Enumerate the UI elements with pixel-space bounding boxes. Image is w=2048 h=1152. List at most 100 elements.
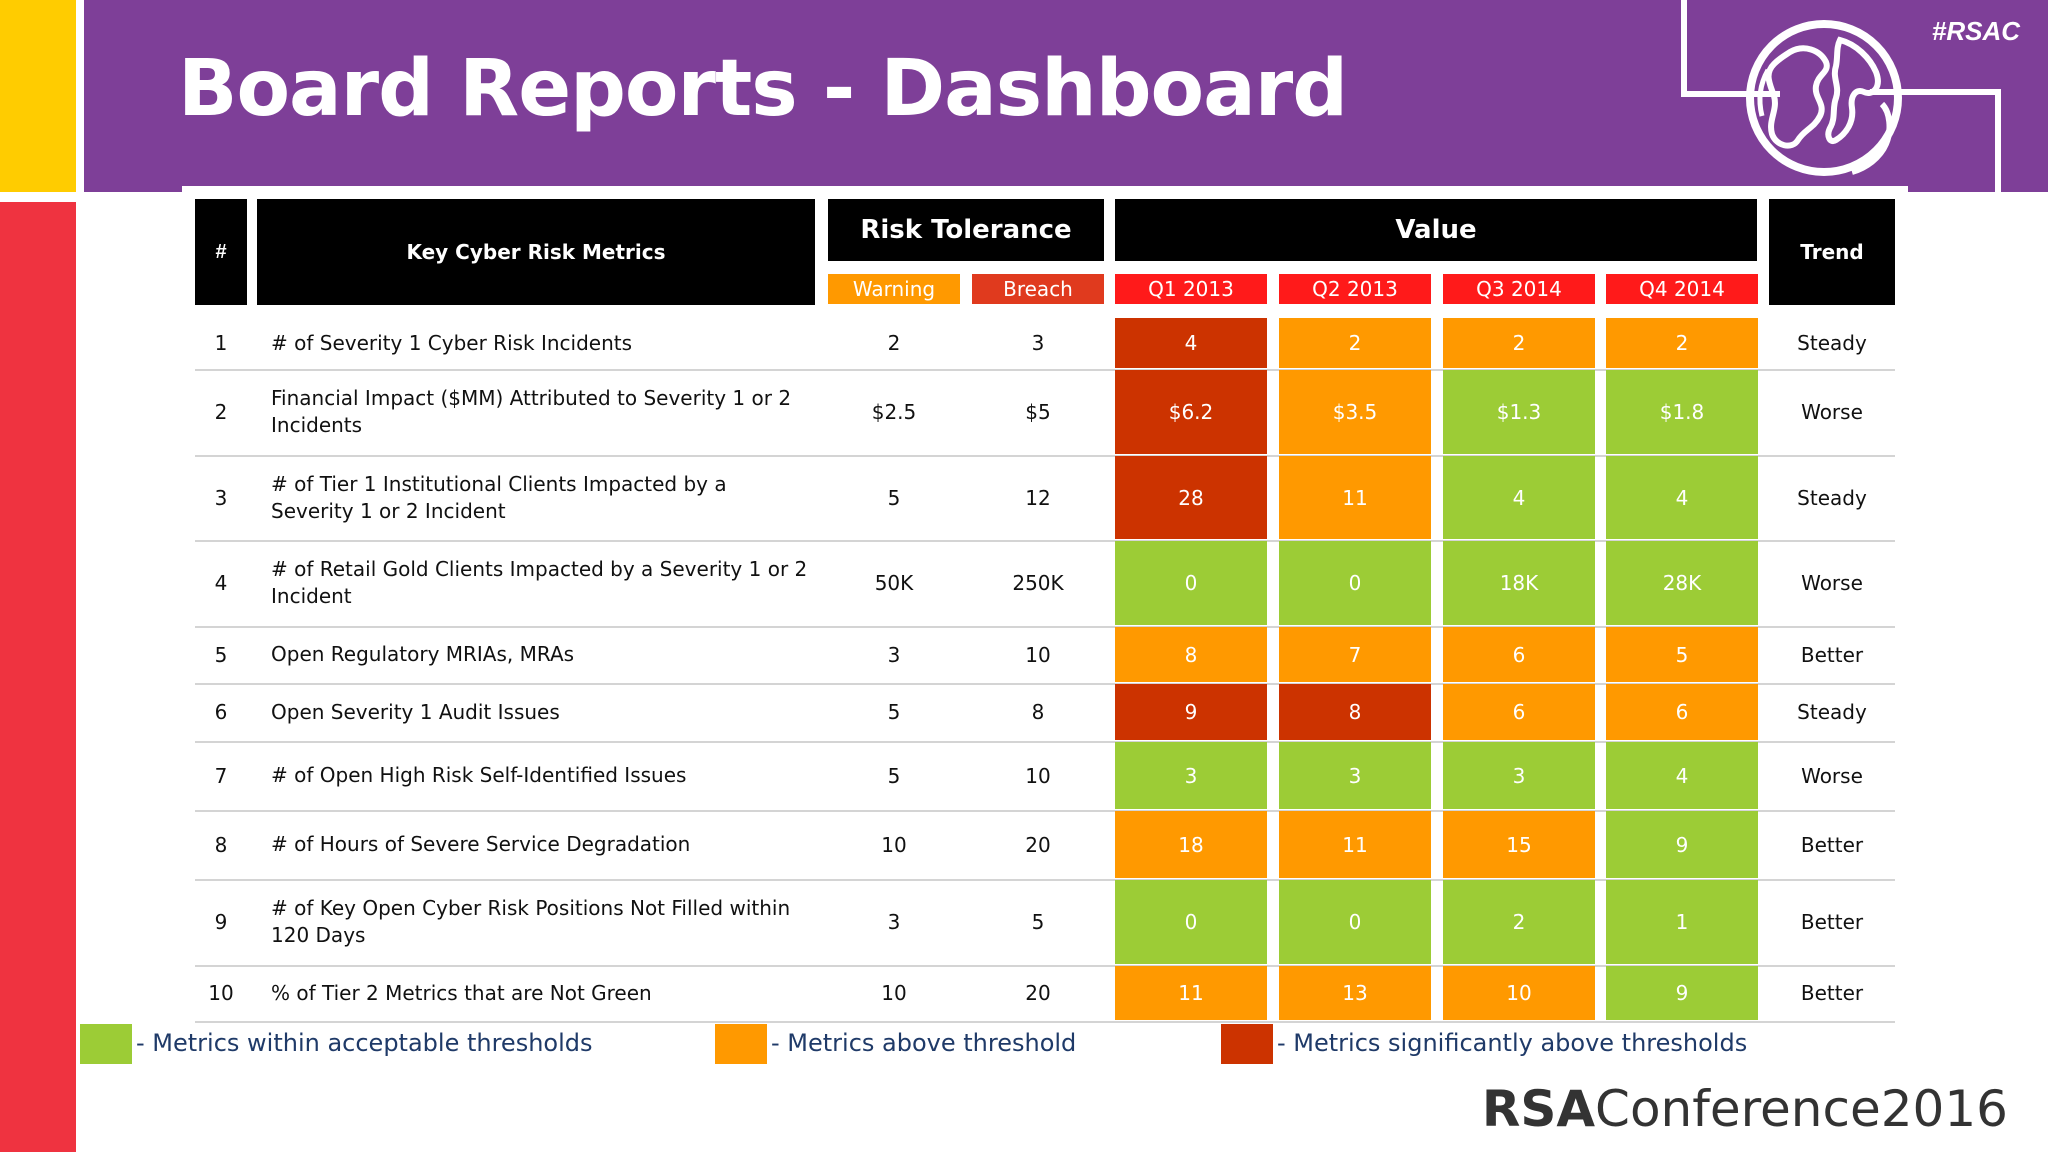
footer-logo: RSAConference2016 [1482, 1080, 2008, 1138]
trend-value: Better [1800, 832, 1864, 857]
quarter-value-cell: 6 [1443, 627, 1595, 682]
legend-label: - Metrics within acceptable thresholds [136, 1029, 593, 1057]
row-divider [195, 810, 1895, 812]
quarter-value-cell: 3 [1443, 742, 1595, 809]
globe-icon [1681, 0, 2001, 200]
slide-title: Board Reports - Dashboard [178, 44, 1348, 134]
legend-label: - Metrics significantly above thresholds [1277, 1029, 1748, 1057]
trend-value: Better [1800, 981, 1864, 1005]
row-number: 10 [208, 981, 234, 1005]
warning-threshold: 10 [881, 981, 907, 1005]
legend-label: - Metrics above threshold [771, 1029, 1077, 1057]
metric-name: # of Key Open Cyber Risk Positions Not F… [271, 896, 791, 947]
quarter-value-cell: 4 [1443, 456, 1595, 539]
row-divider [195, 741, 1895, 743]
metric-name: Financial Impact ($MM) Attributed to Sev… [271, 386, 792, 437]
quarter-value-cell: 28K [1606, 541, 1758, 625]
row-divider [195, 626, 1895, 628]
quarter-value-cell: 9 [1115, 684, 1267, 740]
accent-bar-red [0, 202, 76, 1152]
quarter-value-cell: $1.8 [1606, 370, 1758, 454]
row-number: 2 [214, 400, 228, 424]
metric-name: % of Tier 2 Metrics that are Not Green [271, 980, 652, 1005]
row-divider [195, 369, 1895, 371]
quarter-value-cell: 6 [1443, 684, 1595, 740]
quarter-value-cell: 2 [1606, 318, 1758, 368]
header-trend: Trend [1769, 199, 1895, 305]
hashtag: #RSAC [1931, 16, 2020, 46]
header-value: Value [1115, 199, 1757, 261]
quarter-value-cell: 3 [1115, 742, 1267, 809]
footer-conference: Conference2016 [1595, 1080, 2008, 1138]
row-divider [195, 879, 1895, 881]
warning-threshold: 10 [881, 832, 907, 857]
quarter-value-cell: 0 [1279, 880, 1431, 964]
quarter-value-cell: 11 [1115, 966, 1267, 1020]
breach-threshold: 3 [1031, 331, 1045, 355]
quarter-value-cell: 13 [1279, 966, 1431, 1020]
breach-threshold: 250K [1012, 571, 1064, 595]
quarter-value-cell: 2 [1443, 318, 1595, 368]
row-number: 6 [214, 700, 228, 724]
metric-name: # of Tier 1 Institutional Clients Impact… [271, 471, 727, 523]
subheader-quarter: Q4 2014 [1606, 274, 1758, 304]
row-number: 3 [214, 485, 228, 510]
quarter-value-cell: 4 [1606, 742, 1758, 809]
row-number: 7 [214, 763, 228, 788]
quarter-value-cell: 28 [1115, 456, 1267, 539]
warning-threshold: $2.5 [871, 400, 917, 424]
quarter-value-cell: $6.2 [1115, 370, 1267, 454]
quarter-value-cell: $3.5 [1279, 370, 1431, 454]
subheader-quarter: Q2 2013 [1279, 274, 1431, 304]
trend-value: Better [1800, 642, 1864, 667]
breach-threshold: 12 [1025, 485, 1051, 510]
header-number: # [195, 199, 247, 305]
legend-swatch [1221, 1024, 1273, 1064]
breach-threshold: 5 [1031, 910, 1045, 934]
quarter-value-cell: 9 [1606, 811, 1758, 878]
breach-threshold: 10 [1025, 642, 1051, 667]
quarter-value-cell: 11 [1279, 456, 1431, 539]
quarter-value-cell: 4 [1606, 456, 1758, 539]
metric-name: # of Open High Risk Self-Identified Issu… [271, 763, 687, 787]
quarter-value-cell: 5 [1606, 627, 1758, 682]
breach-threshold: 10 [1025, 763, 1051, 788]
quarter-value-cell: $1.3 [1443, 370, 1595, 454]
trend-value: Worse [1801, 400, 1863, 424]
row-number: 8 [214, 832, 228, 857]
quarter-value-cell: 0 [1115, 541, 1267, 625]
metric-name: # of Hours of Severe Service Degradation [271, 832, 691, 856]
breach-threshold: 20 [1025, 981, 1051, 1005]
metric-name: # of Severity 1 Cyber Risk Incidents [271, 330, 633, 355]
trend-value: Worse [1801, 571, 1863, 595]
trend-value: Better [1800, 910, 1864, 934]
row-number: 9 [214, 910, 228, 934]
quarter-value-cell: 18 [1115, 811, 1267, 878]
metric-name: Open Severity 1 Audit Issues [271, 699, 560, 724]
trend-value: Steady [1797, 485, 1867, 510]
quarter-value-cell: 2 [1443, 880, 1595, 964]
quarter-value-cell: 2 [1279, 318, 1431, 368]
quarter-value-cell: 8 [1115, 627, 1267, 682]
row-number: 5 [214, 642, 228, 667]
quarter-value-cell: 18K [1443, 541, 1595, 625]
warning-threshold: 5 [887, 700, 901, 724]
breach-threshold: 8 [1031, 700, 1045, 724]
quarter-value-cell: 0 [1279, 541, 1431, 625]
breach-threshold: 20 [1025, 832, 1051, 857]
legend-swatch [80, 1024, 132, 1064]
warning-threshold: 3 [887, 910, 901, 934]
subheader-breach: Breach [972, 274, 1104, 304]
trend-value: Worse [1801, 763, 1863, 788]
subheader-quarter: Q1 2013 [1115, 274, 1267, 304]
warning-threshold: 50K [874, 571, 914, 595]
warning-threshold: 5 [887, 485, 901, 510]
quarter-value-cell: 4 [1115, 318, 1267, 368]
row-divider [195, 1021, 1895, 1023]
header-metric: Key Cyber Risk Metrics [257, 199, 815, 305]
trend-value: Steady [1797, 331, 1867, 355]
row-number: 4 [214, 571, 228, 595]
subheader-quarter: Q3 2014 [1443, 274, 1595, 304]
metric-name: Open Regulatory MRIAs, MRAs [271, 642, 575, 666]
row-divider [195, 965, 1895, 967]
